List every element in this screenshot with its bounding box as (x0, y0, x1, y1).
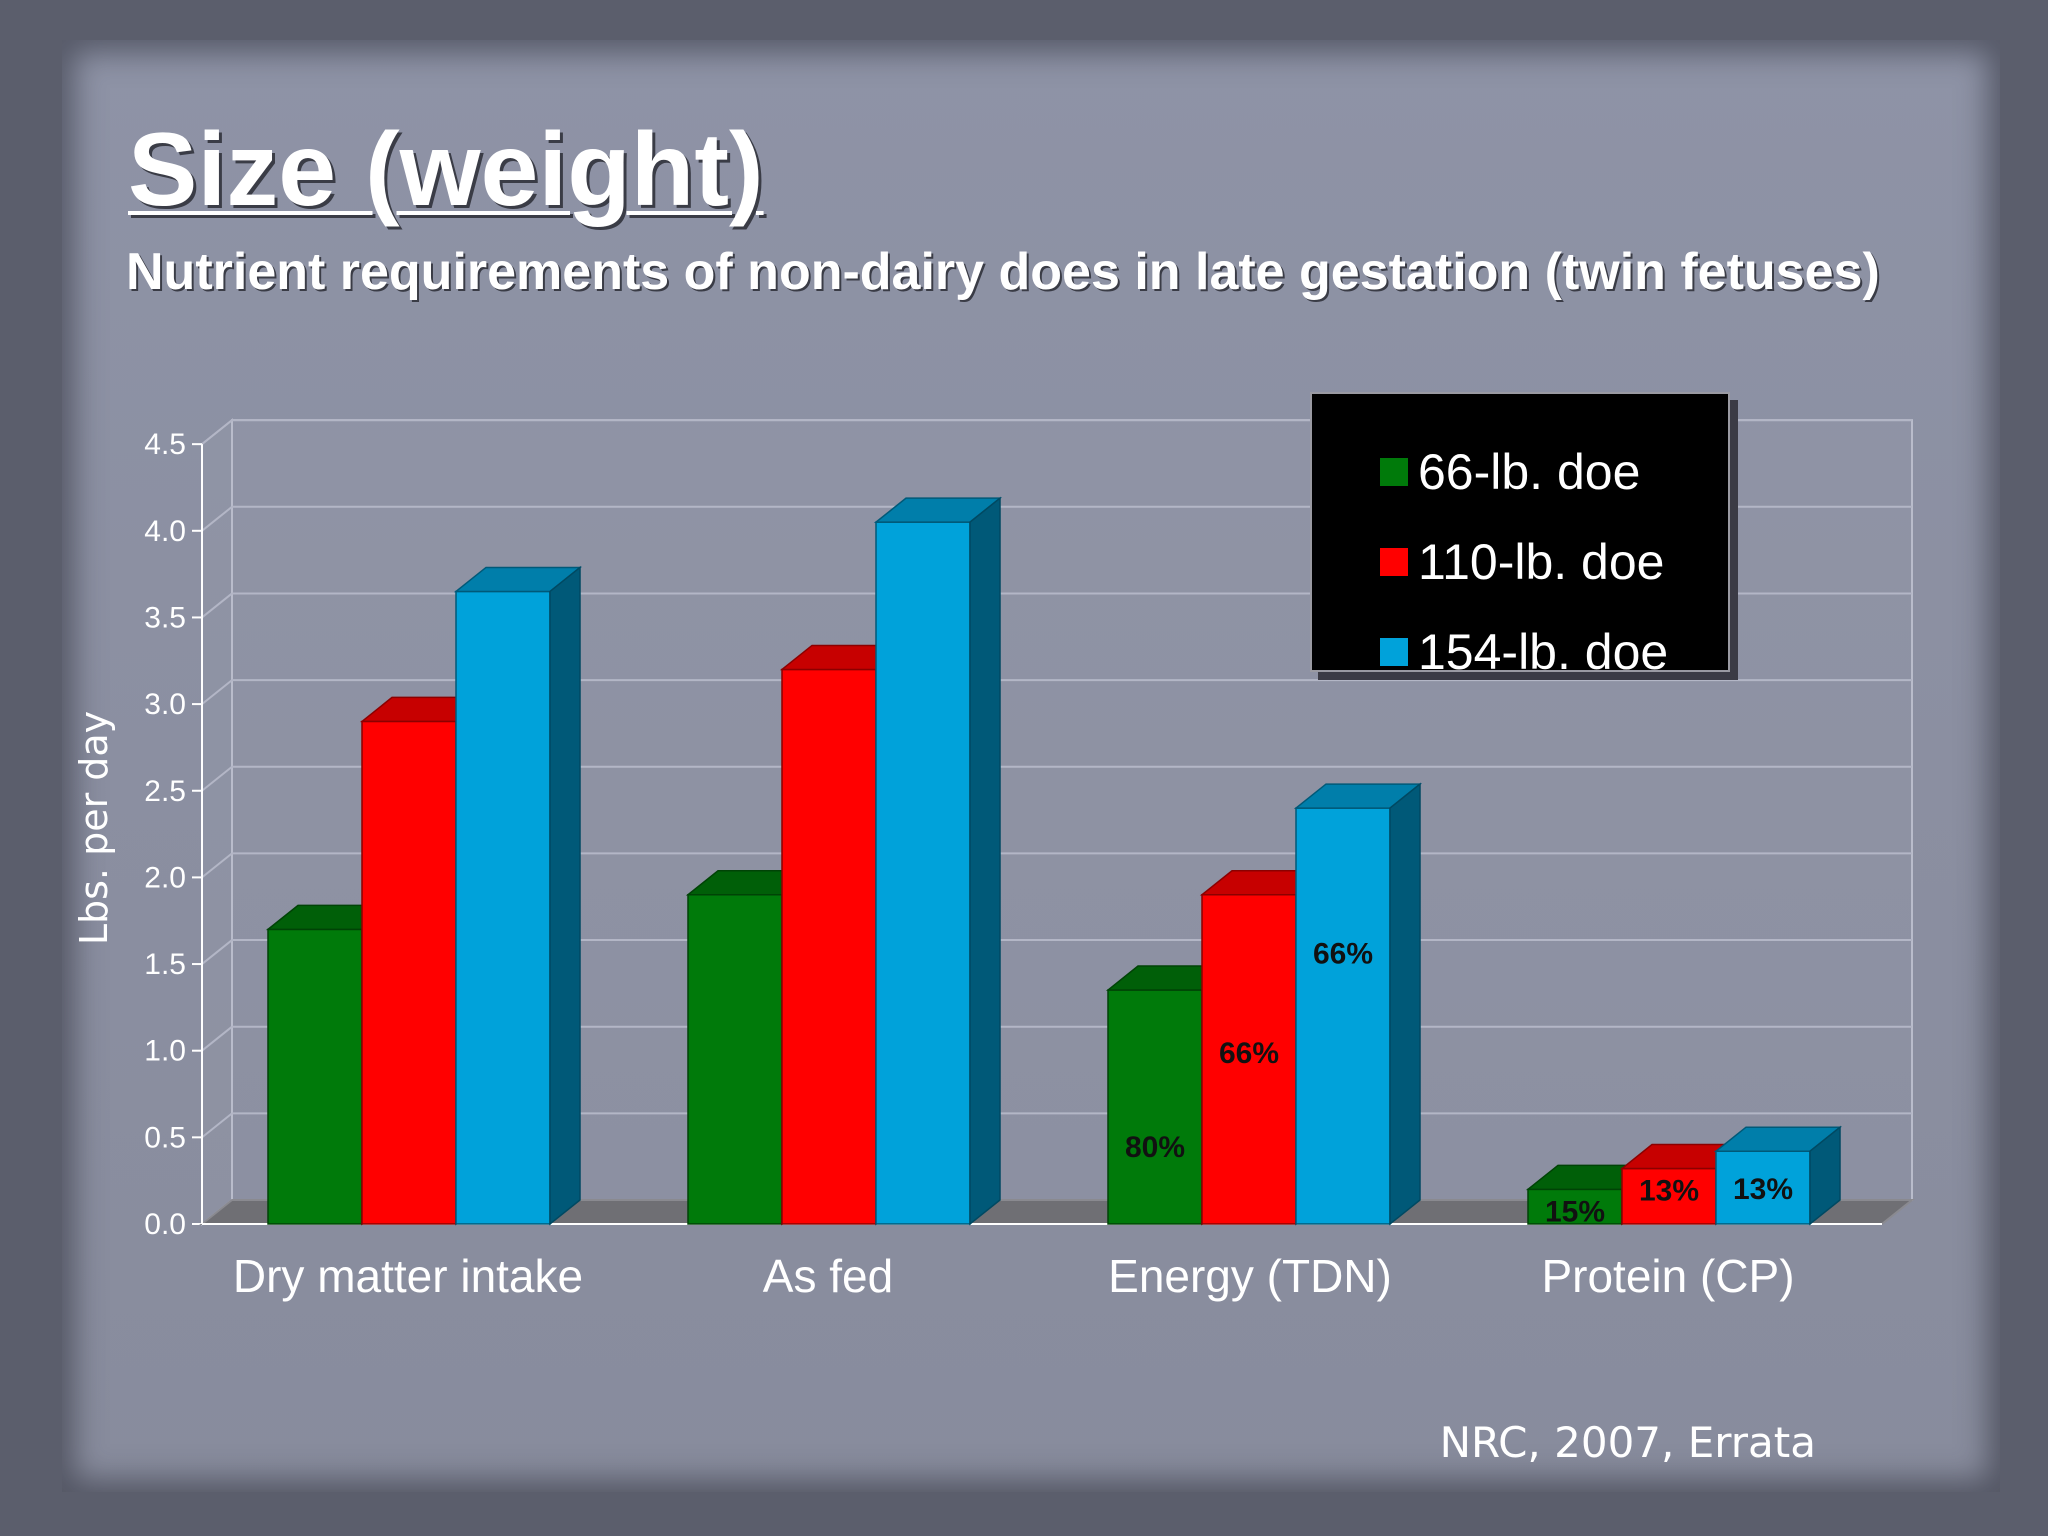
bar-front (1201, 893, 1297, 1225)
slide-subtitle: Nutrient requirements of non-dairy does … (126, 243, 1880, 301)
bar-side (549, 565, 581, 1226)
y-tick-label: 4.0 (144, 515, 186, 548)
gridline-side (201, 592, 233, 619)
x-category-label: Energy (TDN) (1108, 1250, 1392, 1302)
bar-side (969, 496, 1001, 1226)
gridline-side (201, 1025, 233, 1052)
y-tick-label: 3.5 (144, 601, 186, 634)
x-category-label: Dry matter intake (233, 1250, 583, 1302)
bar-front (455, 590, 551, 1225)
gridline-side (201, 852, 233, 879)
bar-front (361, 720, 457, 1225)
data-label: 13% (1733, 1173, 1793, 1206)
data-label: 66% (1313, 938, 1373, 971)
y-tick-label: 1.0 (144, 1035, 186, 1068)
bar-front (875, 521, 971, 1225)
legend-label-66lb: 66-lb. doe (1418, 444, 1641, 500)
y-tick-label: 1.5 (144, 948, 186, 981)
bar-front (781, 668, 877, 1225)
legend-label-154lb: 154-lb. doe (1418, 624, 1669, 680)
legend-swatch-154lb (1380, 638, 1408, 666)
x-category-label: As fed (763, 1250, 893, 1302)
legend: 66-lb. doe 110-lb. doe 154-lb. doe (1310, 392, 1730, 680)
data-label: 66% (1219, 1037, 1279, 1070)
gridline-side (201, 419, 233, 445)
bar-side (1809, 1125, 1841, 1226)
y-tick-label: 2.5 (144, 775, 186, 808)
gridline-side (201, 1112, 233, 1139)
bar-side (1389, 782, 1421, 1226)
side-wall (201, 418, 233, 1227)
bar-front (1715, 1150, 1811, 1225)
legend-item-154lb: 154-lb. doe (1380, 622, 1668, 682)
gridline-side (201, 939, 233, 965)
y-tick-label: 0.5 (144, 1121, 186, 1154)
x-category-label: Protein (CP) (1541, 1250, 1794, 1302)
legend-item-110lb: 110-lb. doe (1380, 532, 1664, 592)
y-tick-label: 2.0 (144, 861, 186, 894)
legend-item-66lb: 66-lb. doe (1380, 442, 1640, 502)
legend-swatch-66lb (1380, 458, 1408, 486)
data-label: 15% (1545, 1195, 1605, 1228)
bar-front (1107, 989, 1203, 1225)
y-tick-label: 4.5 (144, 428, 186, 461)
y-tick-label: 3.0 (144, 688, 186, 721)
y-tick-label: 0.0 (144, 1208, 186, 1241)
legend-swatch-110lb (1380, 548, 1408, 576)
bar-front (1295, 807, 1391, 1225)
source-citation: NRC, 2007, Errata (1439, 1418, 1816, 1467)
bar-front (1527, 1188, 1623, 1225)
bar-front (687, 893, 783, 1225)
y-axis-label: Lbs. per day (72, 710, 116, 946)
legend-label-110lb: 110-lb. doe (1418, 534, 1665, 590)
data-label: 80% (1125, 1131, 1185, 1164)
gridline-side (201, 679, 233, 705)
data-label: 13% (1639, 1175, 1699, 1208)
gridline-side (201, 765, 233, 792)
gridline-side (201, 506, 233, 532)
bar-front (267, 928, 363, 1225)
slide-title: Size (weight) (128, 112, 764, 228)
